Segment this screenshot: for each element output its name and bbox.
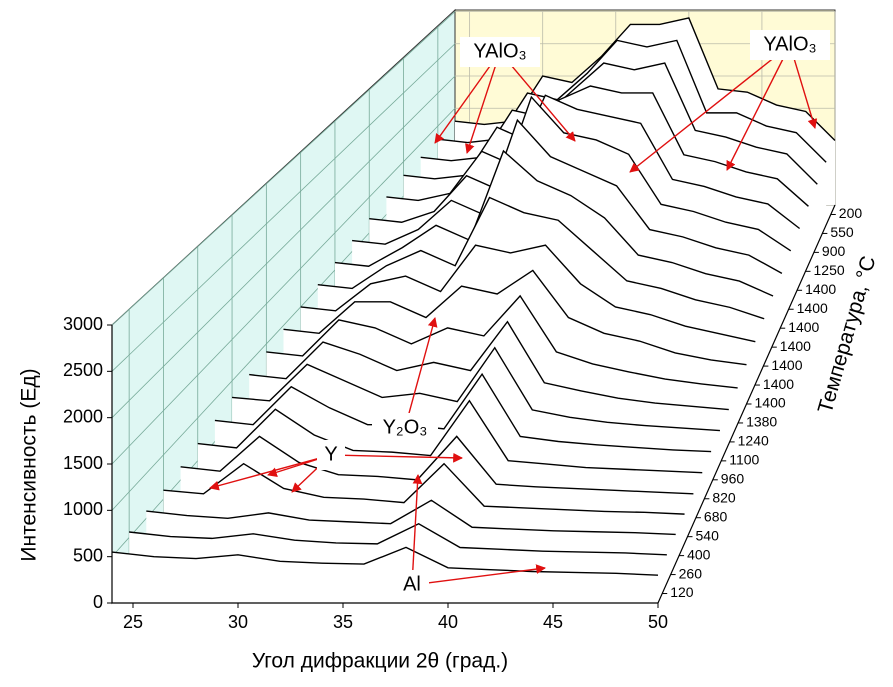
trace [283,269,747,366]
x-tick-label: 25 [123,612,143,632]
annotation: Y₂O₃ [383,416,428,438]
annotation-arrow [209,458,318,491]
trace [300,244,756,343]
trace [163,462,685,515]
z-tick-label: 550 [830,224,854,240]
z-tick-label: 400 [687,546,711,562]
z-tick-label: 900 [822,243,846,259]
trace [214,372,712,453]
y-tick-label: 1000 [63,499,103,519]
x-tick-label: 35 [333,612,353,632]
annotation: YAlO₃ [473,40,526,62]
annotation-arrow [434,62,493,144]
x-tick-label: 45 [543,612,563,632]
trace [317,196,765,320]
trace [352,118,783,274]
trace-fill [112,547,658,603]
x-tick-label: 30 [228,612,248,632]
trace [369,95,792,252]
trace [249,320,729,411]
z-tick-label: 1400 [788,319,819,335]
annotation-arrow [267,458,318,478]
y-axis-title: Интенсивность (Ед) [18,368,41,561]
y-tick-label: 2500 [63,360,103,380]
z-tick-label: 120 [670,584,694,600]
y-tick-label: 3000 [63,314,103,334]
annotation: YAlO₃ [763,33,816,55]
y-tick-label: 1500 [63,453,103,473]
wall-grid-line [111,11,456,326]
trace [334,149,774,297]
z-tick-label: 1400 [755,395,786,411]
x-tick-label: 40 [438,612,458,632]
y-tick-label: 2000 [63,406,103,426]
annotation-arrow [408,317,438,415]
trace [129,522,667,556]
z-tick-label: 1400 [805,281,836,297]
annotation-arrow [508,62,576,142]
traces [111,17,836,603]
annotation-arrow [465,65,497,154]
annotation-arrow [412,474,423,572]
trace [386,94,801,230]
annotation-arrow [344,452,463,463]
trace [231,346,720,432]
annotations: YAlO₃ YAlO₃ Y₂O₃ Y Al [209,30,830,600]
x-axis-title: Угол дифракции 2θ (град.) [252,650,508,673]
annotation-box [460,37,540,67]
z-tick-label: 1250 [814,262,845,278]
z-tick-label: 200 [839,205,863,221]
y-tick-label: 0 [93,592,103,612]
z-tick-label: 1240 [738,433,769,449]
trace [146,499,676,536]
annotation-arrow [291,464,322,493]
annotation-arrow [425,564,546,584]
wall-grid-line [111,75,456,418]
z-tick-label: 680 [704,508,728,524]
trace [266,294,738,389]
wall-grid-line [111,43,456,372]
annotation-box [750,30,830,60]
z-tick-label: 1400 [797,300,828,316]
z-tick-label: 540 [696,527,720,543]
z-tick-label: 1400 [771,357,802,373]
wall-grid-line [111,107,456,465]
z-tick-label: 1400 [763,376,794,392]
annotation: Al [403,573,421,595]
annotation-arrow [793,58,818,129]
trace [197,399,703,474]
z-tick-label: 1380 [746,414,777,430]
annotation-arrow [629,53,780,173]
x-tick-label: 50 [648,612,668,632]
y-tick-label: 500 [73,545,103,565]
trace [111,546,659,576]
annotation-box [395,570,429,600]
annotation-arrow [726,57,785,171]
annotation-box [372,413,438,443]
z-tick-label: 960 [721,471,745,487]
annotation-box [317,440,345,470]
annotation: Y [324,443,337,465]
z-tick-label: 1100 [729,452,759,468]
z-tick-label: 820 [712,489,736,505]
z-tick-label: 1400 [780,338,811,354]
z-tick-label: 260 [679,565,703,581]
